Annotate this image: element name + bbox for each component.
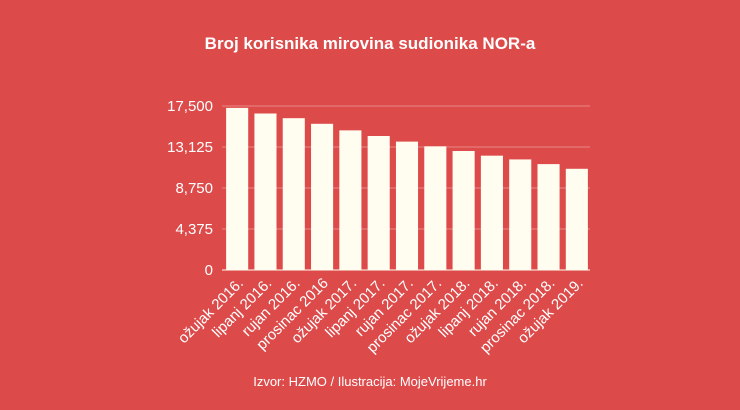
bar	[509, 159, 532, 270]
bar	[480, 155, 503, 270]
bar	[311, 123, 334, 270]
bar	[226, 107, 249, 270]
bar	[452, 150, 475, 270]
bar	[367, 135, 390, 270]
bar	[537, 164, 560, 270]
bar	[395, 141, 419, 270]
bar	[282, 118, 305, 270]
chart-source: Izvor: HZMO / Ilustracija: MojeVrijeme.h…	[253, 374, 487, 389]
bar	[424, 146, 447, 270]
y-tick-label: 0	[205, 262, 213, 279]
y-tick-label: 17,500	[167, 98, 213, 115]
y-tick-label: 4,375	[175, 221, 213, 238]
bar	[565, 168, 588, 270]
chart-title: Broj korisnika mirovina sudionika NOR-a	[204, 34, 536, 53]
y-tick-label: 8,750	[175, 180, 213, 197]
y-tick-label: 13,125	[167, 139, 213, 156]
bar	[339, 130, 362, 270]
bar	[254, 113, 277, 270]
